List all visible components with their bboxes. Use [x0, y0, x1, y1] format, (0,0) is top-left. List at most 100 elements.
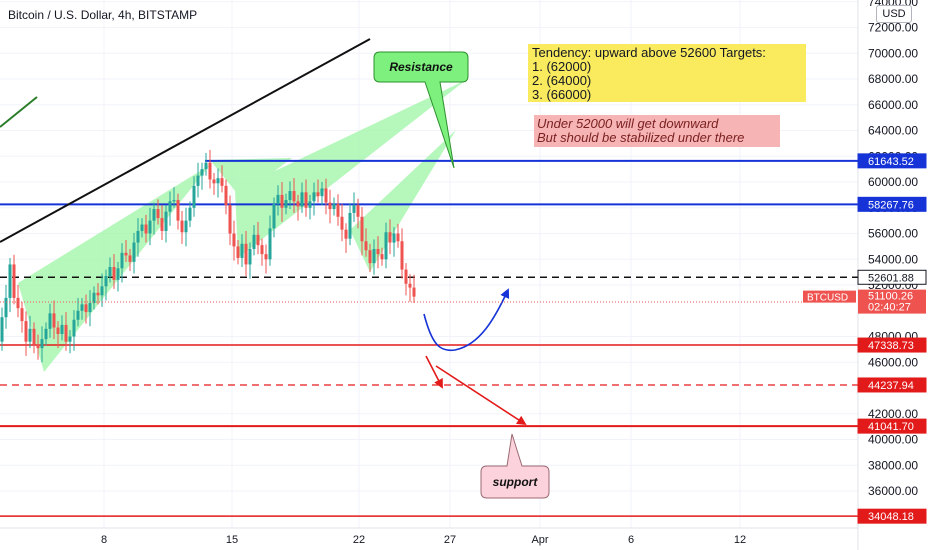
- candle-body: [384, 232, 388, 260]
- candle-body: [136, 230, 140, 243]
- candle-body: [368, 250, 372, 264]
- candle-body: [332, 203, 336, 210]
- candle-body: [120, 252, 124, 269]
- price-tick-label: 38000.00: [868, 458, 918, 472]
- time-tick-label: 15: [226, 534, 238, 546]
- symbol-label: BTCUSD: [807, 293, 848, 304]
- candle-body: [212, 179, 216, 184]
- channel-right: [350, 130, 456, 272]
- candle-body: [236, 246, 240, 258]
- tendency-line: 1. (62000): [532, 59, 592, 74]
- candle-body: [64, 324, 68, 342]
- candle-body: [76, 310, 80, 320]
- candle-body: [188, 207, 192, 221]
- candle-body: [388, 232, 392, 243]
- candle-body: [320, 188, 324, 197]
- candle-body: [308, 201, 312, 208]
- warning-line: Under 52000 will get downward: [537, 116, 719, 131]
- candle-body: [408, 283, 412, 288]
- candle-body: [144, 224, 148, 234]
- candle-body: [132, 242, 136, 262]
- candle-body: [240, 243, 244, 258]
- price-tick-label: 36000.00: [868, 484, 918, 498]
- candle-body: [224, 185, 228, 206]
- time-tick-label: 27: [444, 534, 456, 546]
- price-tag: 44237.94: [857, 377, 927, 393]
- price-tag-label: 47338.73: [868, 340, 914, 352]
- candle-body: [168, 201, 172, 212]
- countdown-label: 02:40:27: [868, 302, 911, 314]
- candle-body: [92, 292, 96, 304]
- candle-body: [208, 162, 212, 180]
- candle-body: [392, 233, 396, 243]
- time-tick-label: 12: [734, 534, 746, 546]
- candle-body: [316, 192, 320, 197]
- candle-body: [284, 200, 288, 208]
- candle-body: [20, 308, 24, 322]
- projection-blue-arrow: [423, 288, 510, 352]
- candle-body: [336, 203, 340, 217]
- price-tick-label: 70000.00: [868, 46, 918, 60]
- candle-body: [4, 297, 8, 318]
- price-tag-label: 34048.18: [868, 511, 914, 523]
- candle-body: [396, 233, 400, 242]
- candle-body: [296, 201, 300, 207]
- tendency-note: Tendency: upward above 52600 Targets: 1.…: [528, 44, 806, 102]
- candle-body: [328, 202, 332, 210]
- candle-body: [44, 328, 48, 340]
- candle-body: [128, 255, 132, 262]
- candle-body: [372, 248, 376, 264]
- resistance-label: Resistance: [389, 60, 453, 74]
- candle-body: [292, 191, 296, 202]
- candle-body: [60, 324, 64, 334]
- candle-body: [152, 209, 156, 221]
- channel-main: [235, 80, 466, 258]
- price-tags: 61643.52 58267.76 52601.88 47338.73 44237.94…: [803, 153, 927, 524]
- candle-body: [340, 216, 344, 230]
- currency-button[interactable]: USD: [876, 5, 912, 23]
- candle-body: [196, 175, 200, 186]
- candle-body: [124, 252, 128, 256]
- candle-body: [156, 209, 160, 219]
- price-tag-label: 52601.88: [868, 272, 914, 284]
- candle-body: [352, 205, 356, 213]
- candle-body: [412, 287, 416, 297]
- candle-body: [112, 267, 116, 280]
- price-tick-label: 40000.00: [868, 433, 918, 447]
- price-tick-label: 66000.00: [868, 98, 918, 112]
- candle-body: [28, 328, 32, 342]
- price-tag-label: 44237.94: [868, 380, 914, 392]
- candle-body: [172, 200, 176, 202]
- candle-body: [56, 327, 60, 334]
- candle-body: [272, 203, 276, 229]
- candle-body: [304, 192, 308, 208]
- candle-body: [100, 286, 104, 296]
- tendency-line: Tendency: upward above 52600 Targets:: [532, 45, 766, 60]
- warning-line: But should be stabilized under there: [537, 130, 745, 145]
- trend-channels: [18, 80, 466, 372]
- price-tick-label: 60000.00: [868, 175, 918, 189]
- trend-line-black: [0, 38, 371, 243]
- candle-body: [268, 228, 272, 260]
- time-tick-label: 22: [353, 534, 365, 546]
- candle-body: [348, 212, 352, 239]
- time-axis[interactable]: 8 15 22 27 Apr 6 12: [0, 527, 858, 546]
- candle-body: [260, 245, 264, 255]
- candle-body: [12, 264, 16, 298]
- candle-body: [360, 216, 364, 242]
- price-tick-label: 68000.00: [868, 72, 918, 86]
- price-tick-label: 46000.00: [868, 355, 918, 369]
- price-tag: 52601.88: [857, 269, 927, 285]
- price-tag-label: 61643.52: [868, 156, 914, 168]
- price-tick-label: 64000.00: [868, 124, 918, 138]
- candle-body: [72, 319, 76, 337]
- support-callout: support: [480, 433, 550, 499]
- candle-body: [148, 220, 152, 234]
- chart-title: Bitcoin / U.S. Dollar, 4h, BITSTAMP: [8, 8, 198, 22]
- candle-body: [380, 254, 384, 260]
- candle-body: [404, 269, 408, 284]
- candle-body: [280, 194, 284, 208]
- candle-body: [108, 267, 112, 277]
